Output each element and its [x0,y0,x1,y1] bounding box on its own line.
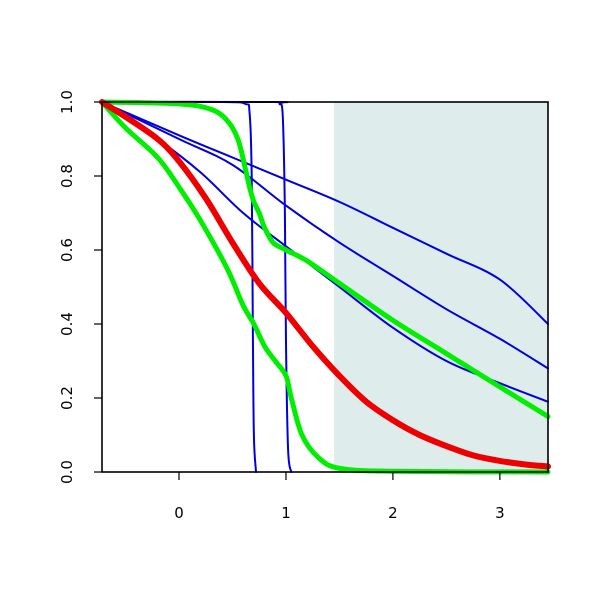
x-tick-label: 0 [174,504,184,522]
series-line-1 [101,101,549,325]
series-line-2 [101,101,549,370]
x-tick-label: 2 [388,504,398,522]
y-tick-label: 0.6 [58,238,76,262]
y-tick-label: 0.2 [58,386,76,410]
y-tick-label: 0.8 [58,164,76,188]
series-layer [99,99,551,475]
y-tick-label: 1.0 [58,90,76,114]
x-tick-label: 3 [495,504,505,522]
series-line-6 [99,99,551,419]
series-line-7 [99,99,551,475]
x-tick-label: 1 [281,504,291,522]
series-line-8 [99,99,551,470]
plot-frame [101,101,549,473]
y-tick-label: 0.4 [58,312,76,336]
y-tick-label: 0.0 [58,460,76,484]
shaded-region [334,102,548,472]
axes-layer: 0 1 2 3 0.0 0.2 0.4 0.6 0.8 1.0 [58,90,549,522]
shaded-region-layer [334,102,548,472]
